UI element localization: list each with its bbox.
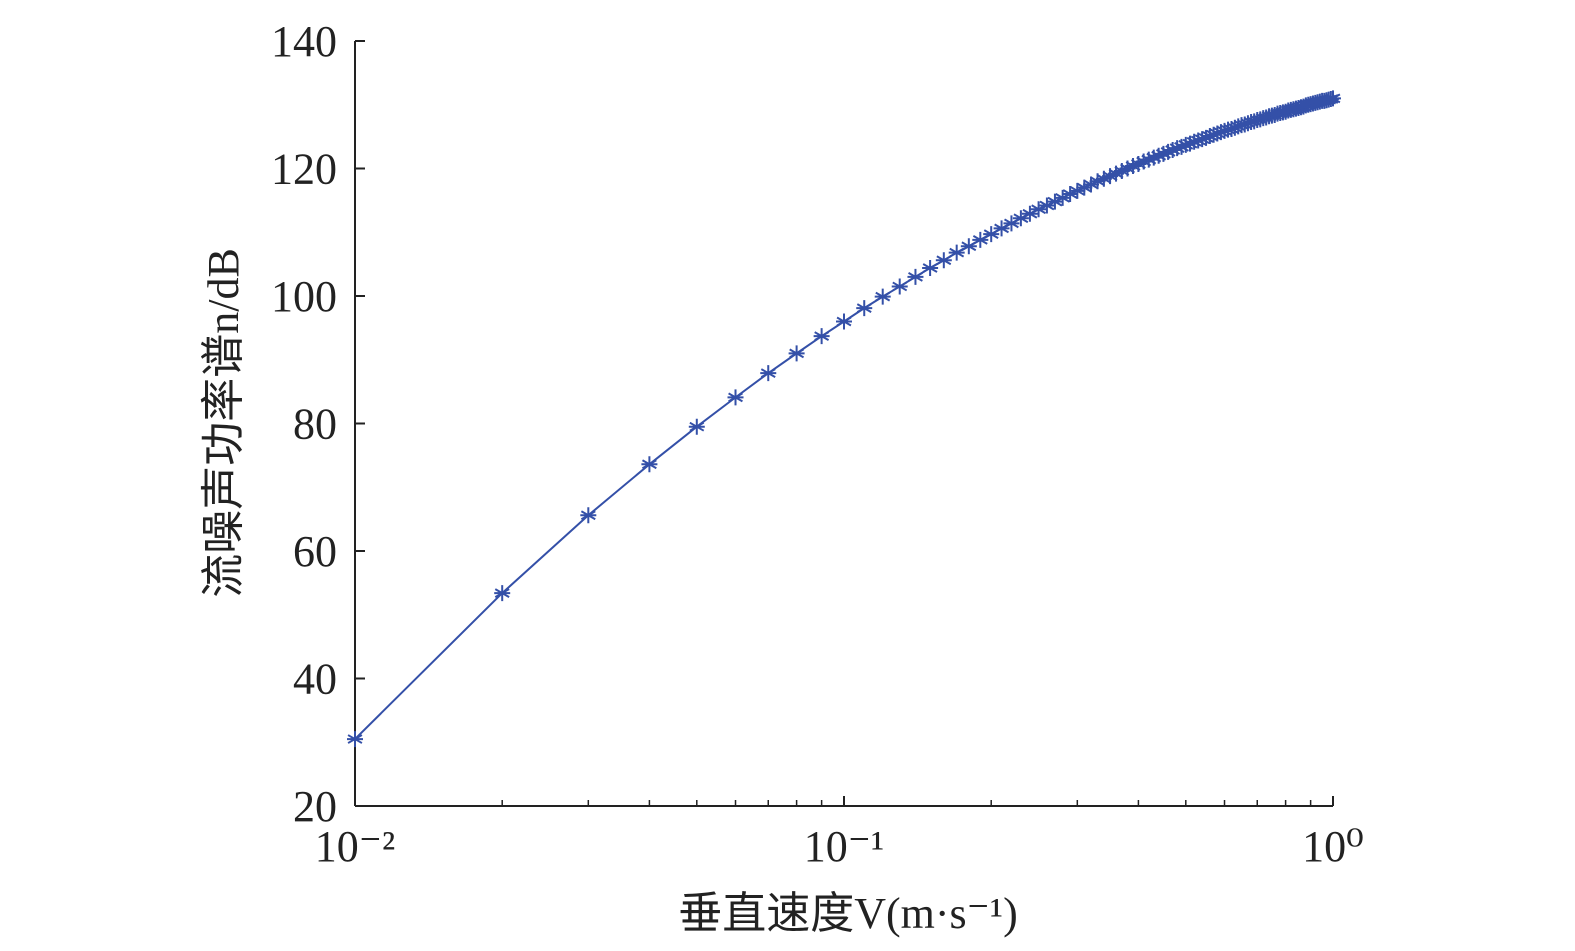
data-point (1030, 201, 1047, 218)
y-tick-label: 20 (293, 782, 337, 831)
y-tick-label: 80 (293, 400, 337, 449)
data-point (1003, 215, 1020, 232)
y-tick-label: 60 (293, 527, 337, 576)
data-point (948, 244, 965, 261)
data-point (347, 731, 363, 748)
data-point (494, 585, 511, 602)
data-point (1325, 90, 1341, 107)
data-point (935, 252, 952, 269)
data-point (891, 278, 908, 295)
y-tick-label: 120 (271, 145, 337, 194)
x-tick-label: 10⁻² (315, 822, 395, 871)
data-point (993, 220, 1010, 237)
data-point (580, 507, 597, 524)
data-point (874, 288, 891, 305)
data-point (788, 345, 805, 362)
data-point (907, 268, 924, 285)
data-point (983, 226, 1000, 243)
y-tick-label: 140 (271, 17, 337, 66)
data-point (1012, 210, 1029, 227)
data-point (972, 231, 989, 248)
y-tick-label: 40 (293, 655, 337, 704)
data-point (760, 365, 777, 382)
data-point (688, 418, 705, 435)
data-point (1054, 189, 1071, 206)
data-point (1046, 193, 1063, 210)
data-point (856, 300, 873, 317)
data-point (1125, 157, 1142, 174)
x-tick-label: 10⁻¹ (804, 822, 884, 871)
data-point (922, 259, 939, 276)
data-line (354, 97, 1334, 740)
data-point (641, 456, 658, 473)
x-axis-label: 垂直速度V(m·s⁻¹) (678, 889, 1018, 938)
data-point (727, 389, 744, 406)
data-point (813, 328, 830, 345)
y-axis-label: 流噪声功率谱n/dB (199, 248, 248, 598)
x-tick-label: 10⁰ (1302, 822, 1364, 871)
data-point (1169, 140, 1186, 157)
data-point (836, 313, 852, 330)
data-point (960, 238, 977, 255)
data-point (1021, 205, 1038, 222)
y-tick-label: 100 (271, 272, 337, 321)
data-point (1038, 197, 1055, 214)
